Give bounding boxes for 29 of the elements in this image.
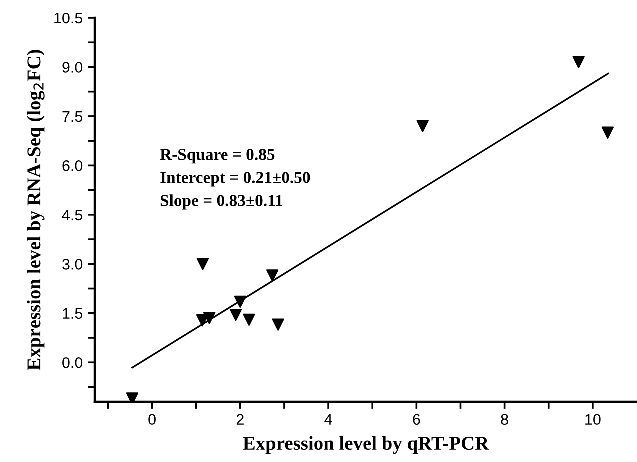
annotation: R-Square = 0.85 bbox=[160, 149, 275, 164]
y-tick-label: 7.5 bbox=[62, 111, 83, 122]
y-tick-label: 4.5 bbox=[62, 210, 83, 221]
annotation: Slope = 0.83±0.11 bbox=[160, 194, 282, 210]
x-axis-title: Expression level by qRT-PCR bbox=[243, 436, 490, 454]
annotation: Intercept = 0.21±0.50 bbox=[160, 172, 310, 187]
x-tick-label: 10 bbox=[586, 414, 601, 426]
y-tick-label: 9.0 bbox=[62, 62, 83, 73]
y-tick-label: 10.5 bbox=[54, 12, 83, 24]
y-axis-title: Expression level by RNA-Seq (log$_{2}$FC) bbox=[27, 50, 45, 370]
y-tick-label: 0.0 bbox=[62, 357, 83, 368]
x-tick-label: 4 bbox=[324, 414, 332, 425]
y-tick-label: 1.5 bbox=[63, 308, 83, 320]
y-tick-label: 3.0 bbox=[62, 259, 83, 270]
point bbox=[234, 296, 246, 308]
point bbox=[272, 318, 284, 331]
x-tick-label: 0 bbox=[148, 414, 156, 426]
x-tick-label: 6 bbox=[413, 414, 420, 426]
point bbox=[203, 312, 216, 324]
point bbox=[230, 308, 242, 322]
point bbox=[572, 56, 585, 68]
point bbox=[416, 120, 429, 132]
point bbox=[266, 270, 279, 282]
point bbox=[196, 258, 210, 270]
x-tick-label: 8 bbox=[501, 414, 508, 426]
point bbox=[243, 314, 256, 326]
y-tick-label: 6.0 bbox=[62, 160, 83, 172]
x-tick-label: 2 bbox=[236, 414, 244, 425]
point bbox=[602, 126, 614, 139]
